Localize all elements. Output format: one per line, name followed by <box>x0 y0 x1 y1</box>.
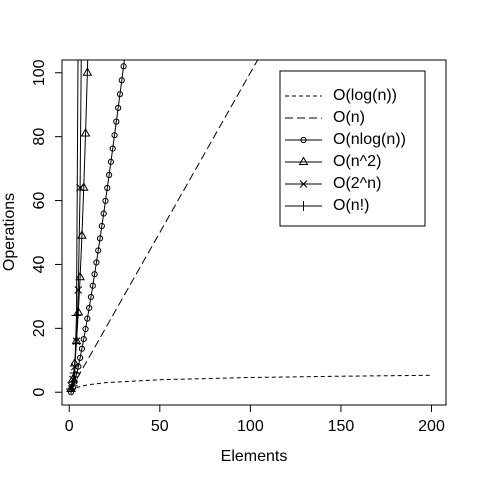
legend-label: O(nlog(n)) <box>333 131 406 148</box>
x-tick-label: 200 <box>418 418 445 435</box>
series-line <box>70 60 125 393</box>
y-tick-label: 60 <box>31 192 48 210</box>
point <box>98 222 105 230</box>
point <box>82 67 93 76</box>
x-axis-label: Elements <box>221 448 288 465</box>
point <box>300 136 307 144</box>
legend-label: O(2^n) <box>333 175 381 192</box>
y-tick-label: 20 <box>31 319 48 337</box>
legend-label: O(n!) <box>333 197 369 214</box>
point <box>72 337 81 345</box>
point <box>91 271 98 278</box>
point <box>104 184 111 192</box>
y-tick-label: 100 <box>31 59 48 86</box>
x-tick-label: 0 <box>65 418 74 435</box>
point <box>69 375 77 384</box>
point <box>71 310 82 321</box>
point <box>107 158 115 165</box>
legend <box>279 70 426 227</box>
point <box>84 315 91 322</box>
point <box>85 1 93 8</box>
series-line <box>70 374 432 393</box>
point <box>115 104 122 112</box>
plot-area <box>66 1 432 396</box>
point <box>89 282 96 289</box>
point <box>80 127 91 137</box>
point <box>87 293 95 301</box>
point <box>67 380 78 391</box>
point <box>80 335 87 343</box>
y-tick-label: 40 <box>31 255 48 273</box>
y-tick-label: 80 <box>31 128 48 146</box>
series-line <box>70 60 259 390</box>
point <box>102 197 109 204</box>
point <box>298 156 309 165</box>
point <box>95 247 102 254</box>
point <box>82 325 89 333</box>
point <box>100 210 107 217</box>
x-tick-label: 50 <box>151 418 169 435</box>
point <box>113 118 120 125</box>
point <box>76 183 84 192</box>
point <box>120 63 127 70</box>
point <box>93 259 100 266</box>
point <box>299 180 308 188</box>
point <box>74 286 83 294</box>
point <box>109 145 116 152</box>
legend-label: O(n) <box>333 109 365 126</box>
x-tick-label: 100 <box>237 418 264 435</box>
point <box>69 368 80 379</box>
legend-label: O(n^2) <box>333 153 381 170</box>
y-tick-label: 0 <box>31 388 48 397</box>
point <box>123 50 128 55</box>
point <box>75 363 82 370</box>
point <box>111 132 118 139</box>
point <box>77 354 84 361</box>
point <box>73 4 83 14</box>
y-axis-label: Operations <box>1 193 18 271</box>
point <box>105 171 113 179</box>
point <box>77 230 87 239</box>
x-tick-label: 150 <box>328 418 355 435</box>
legend-label: O(log(n)) <box>333 87 397 104</box>
point <box>96 235 104 242</box>
point <box>298 201 309 211</box>
point <box>118 77 125 84</box>
point <box>86 304 93 312</box>
point <box>78 345 86 352</box>
point <box>116 91 124 98</box>
